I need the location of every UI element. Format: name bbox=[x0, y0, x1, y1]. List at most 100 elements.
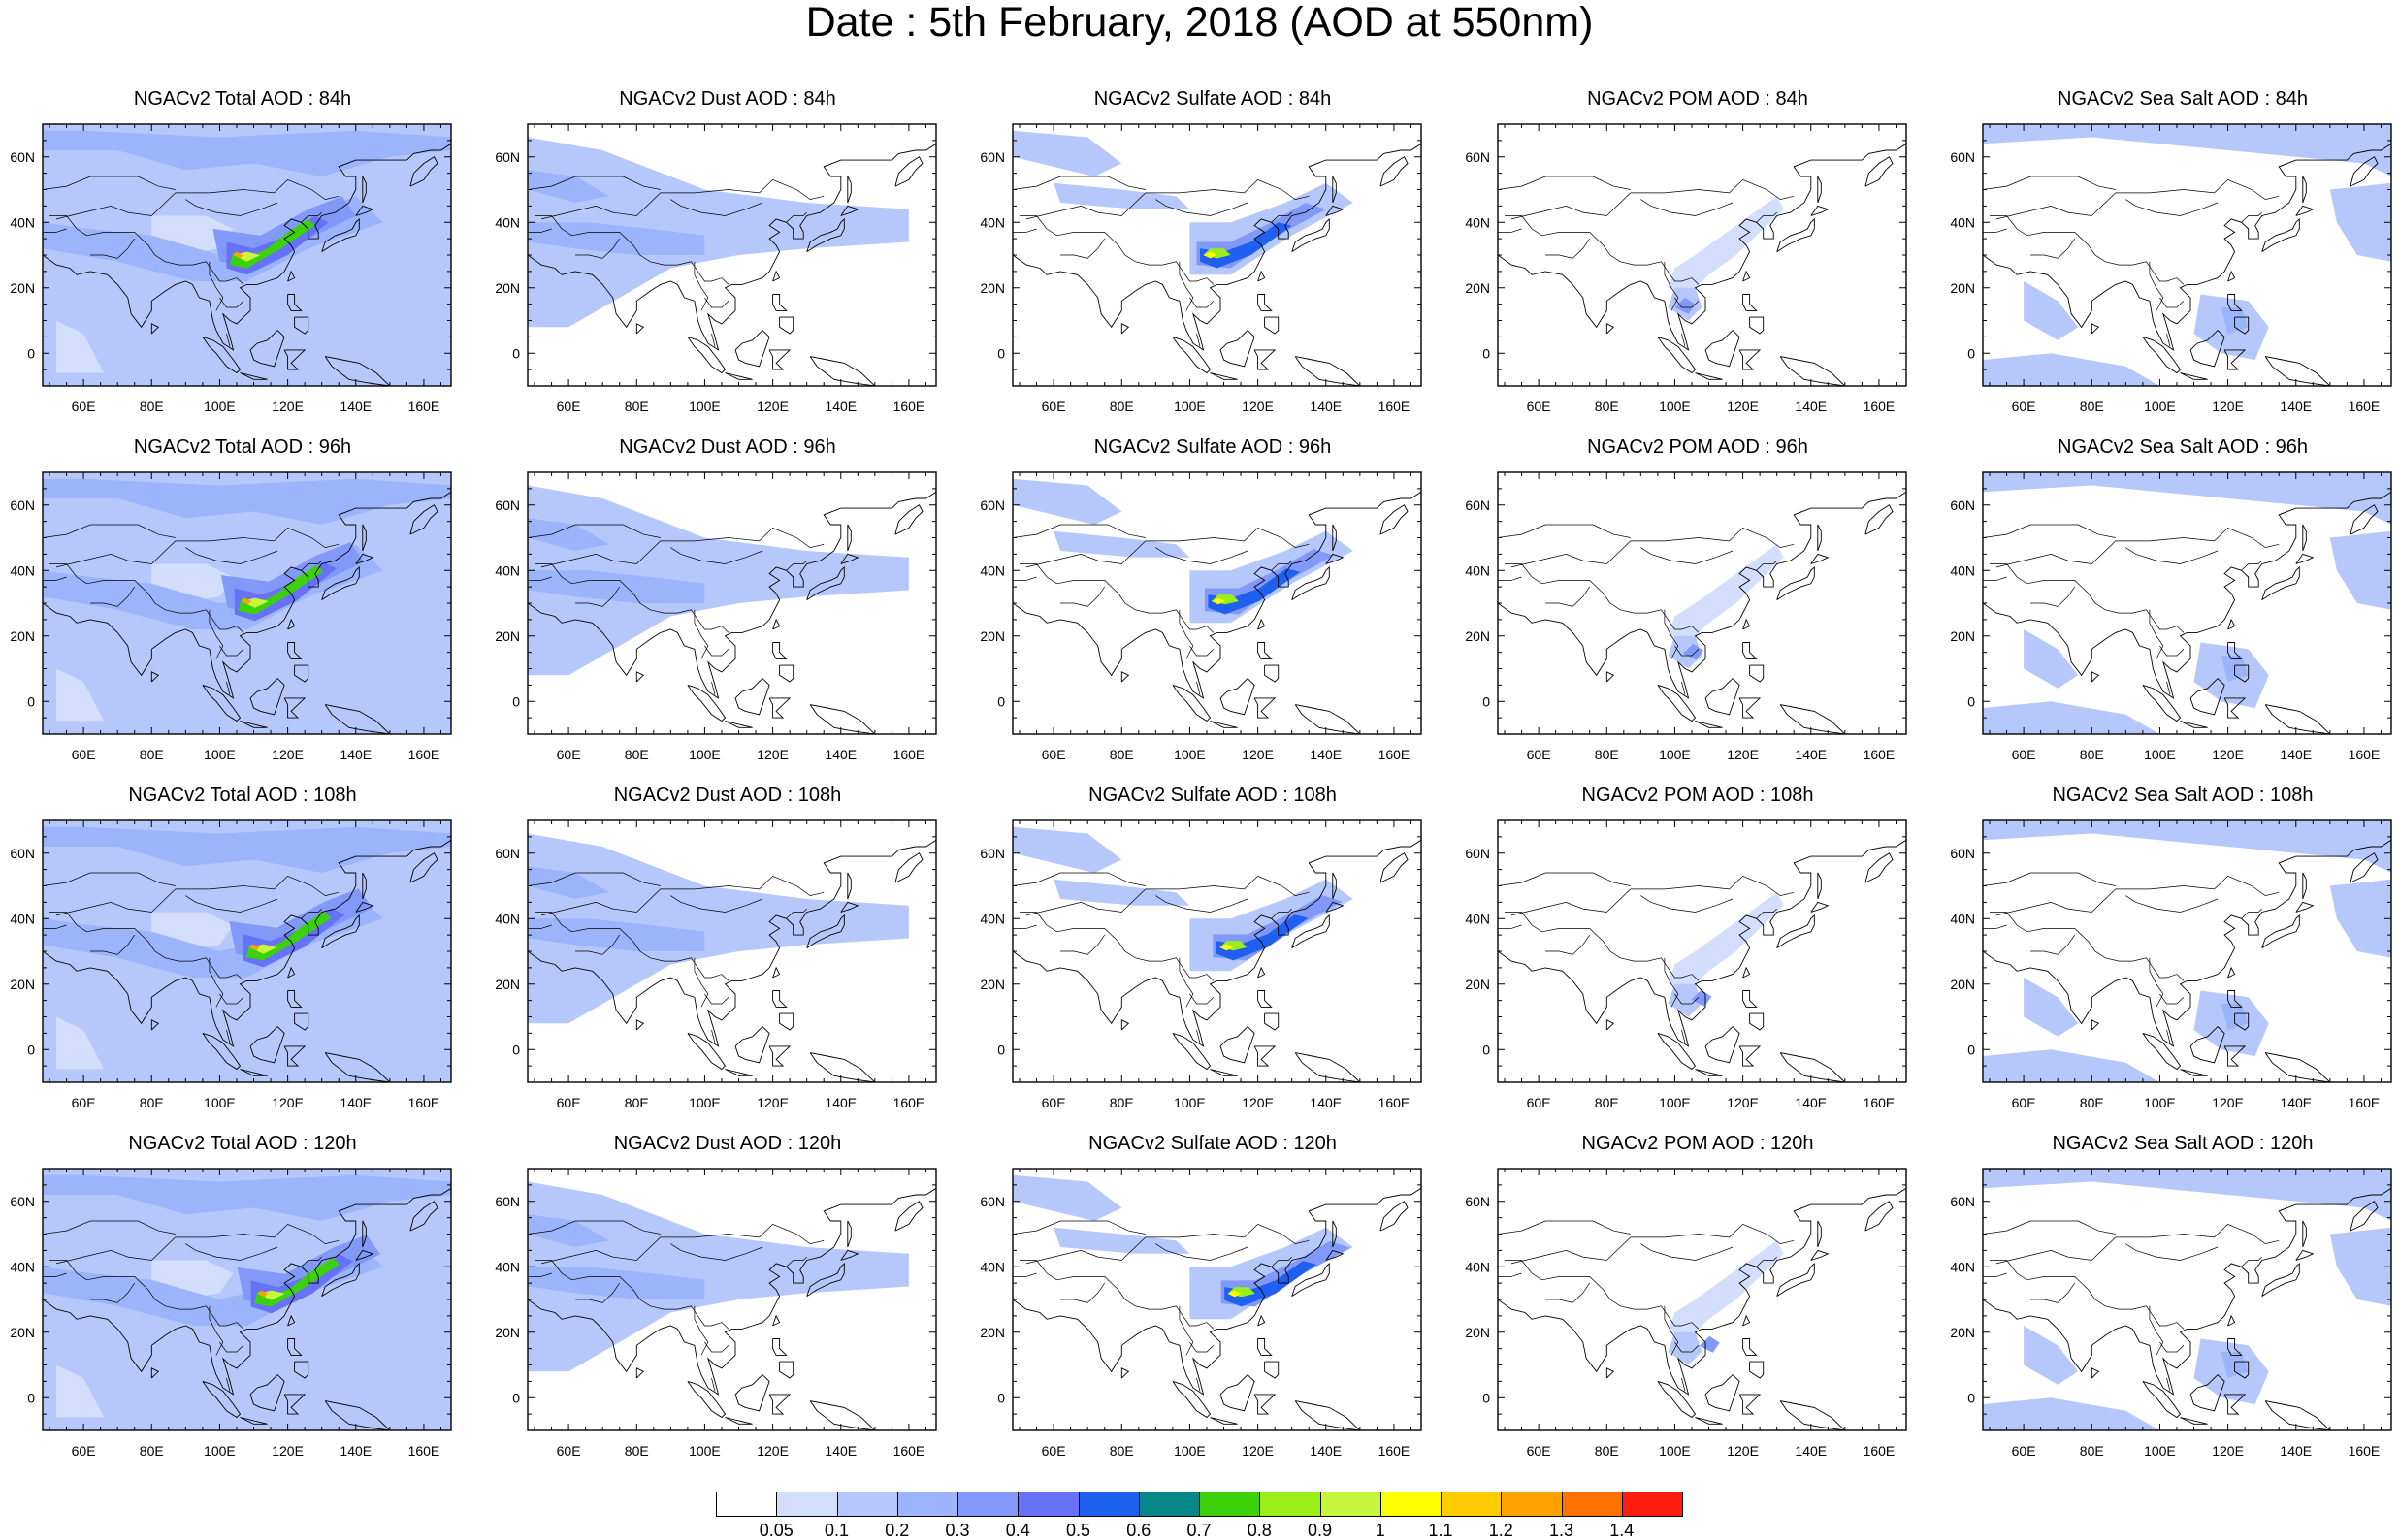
lat-tick-label: 60N bbox=[495, 1194, 520, 1209]
aod-field-shape bbox=[2329, 530, 2391, 610]
map-panel-pom-120h: 60E 80E 100E 120E 140E 160E 60N 40N 20N 0 NGACv2 P… bbox=[1455, 1130, 1940, 1479]
country-border bbox=[528, 872, 661, 886]
country-border bbox=[1196, 333, 1201, 347]
country-border bbox=[219, 297, 244, 308]
coastline bbox=[321, 217, 360, 252]
coastline bbox=[355, 553, 374, 564]
country-border bbox=[2166, 333, 2171, 347]
country-border bbox=[1510, 527, 1795, 568]
coastline bbox=[847, 176, 852, 204]
aod-map: 60E 80E 100E 120E 140E 160E 60N 40N 20N 0 bbox=[1950, 471, 2392, 762]
lon-tick-label: 100E bbox=[2144, 1095, 2176, 1110]
coastline bbox=[1257, 990, 1273, 1008]
coastline bbox=[847, 524, 852, 552]
colorbar-label: 0.9 bbox=[1307, 1521, 1333, 1540]
aod-field-shape bbox=[1013, 826, 1122, 873]
coastline bbox=[772, 966, 781, 979]
lat-tick-label: 60N bbox=[1950, 149, 1975, 165]
country-border bbox=[670, 199, 763, 216]
coastline bbox=[355, 901, 374, 913]
map-panel-seasalt-96h: 60E 80E 100E 120E 140E 160E 60N 40N 20N 0 NGACv2 S… bbox=[1940, 433, 2399, 783]
country-border bbox=[1498, 924, 1522, 929]
coastline bbox=[2295, 901, 2315, 913]
coastline bbox=[806, 565, 845, 600]
coastline bbox=[324, 1400, 391, 1430]
coastline bbox=[772, 642, 788, 659]
coastline bbox=[1810, 1249, 1830, 1261]
lat-tick-label: 40N bbox=[1950, 562, 1975, 578]
aod-map: 60E 80E 100E 120E 140E 160E 60N 40N 20N 0 bbox=[495, 471, 937, 762]
coastline bbox=[1257, 270, 1266, 282]
country-border bbox=[1541, 928, 1700, 981]
aod-field-shape bbox=[528, 485, 909, 676]
colorbar-swatch bbox=[957, 1492, 1020, 1517]
coastline bbox=[355, 1249, 374, 1261]
lat-tick-label: 0 bbox=[1967, 1390, 1975, 1405]
colorbar-swatch bbox=[1379, 1492, 1443, 1517]
coastline bbox=[806, 1262, 845, 1297]
lon-tick-label: 140E bbox=[2280, 1095, 2312, 1110]
aod-field-shape bbox=[43, 1240, 383, 1326]
lon-tick-label: 160E bbox=[2349, 1443, 2381, 1459]
coastline bbox=[1264, 1012, 1280, 1031]
lat-tick-label: 60N bbox=[495, 846, 520, 861]
coastline bbox=[1779, 1400, 1846, 1430]
coastline bbox=[2295, 1249, 2315, 1261]
country-border bbox=[1995, 178, 2280, 220]
lon-tick-label: 60E bbox=[1527, 1095, 1551, 1110]
lat-tick-label: 20N bbox=[1465, 628, 1490, 644]
aod-map: 60E 80E 100E 120E 140E 160E 60N 40N 20N 0 bbox=[980, 123, 1422, 414]
coastline bbox=[2223, 697, 2247, 719]
country-border bbox=[1189, 297, 1215, 308]
coastline bbox=[1810, 553, 1830, 564]
lon-tick-label: 120E bbox=[2212, 1095, 2244, 1110]
lon-tick-label: 80E bbox=[1595, 399, 1619, 414]
country-border bbox=[1541, 1276, 1700, 1330]
panel-title: NGACv2 Sulfate AOD : 120h bbox=[1088, 1133, 1337, 1154]
aod-field-shape bbox=[241, 597, 252, 605]
coastline bbox=[1210, 721, 1238, 728]
country-border bbox=[571, 580, 729, 633]
lon-tick-label: 140E bbox=[2280, 399, 2312, 414]
country-border bbox=[209, 261, 224, 311]
map-panel-total-108h: 60E 80E 100E 120E 140E 160E 60N 40N 20N 0 NGACv2 T… bbox=[0, 782, 485, 1131]
panel-title: NGACv2 Sulfate AOD : 108h bbox=[1088, 785, 1337, 806]
coastline bbox=[287, 966, 296, 979]
colorbar-label: 1.4 bbox=[1609, 1521, 1635, 1540]
lon-tick-label: 140E bbox=[1795, 1095, 1827, 1110]
country-border bbox=[1664, 609, 1679, 659]
map-panel-dust-96h: 60E 80E 100E 120E 140E 160E 60N 40N 20N 0 NGACv2 D… bbox=[485, 433, 970, 783]
coastline bbox=[287, 1338, 303, 1356]
country-border bbox=[528, 1272, 552, 1277]
country-border bbox=[1196, 1029, 1201, 1043]
coastline bbox=[1257, 966, 1266, 979]
coastline bbox=[2261, 914, 2300, 948]
coastline bbox=[409, 504, 438, 535]
coastline bbox=[2189, 329, 2225, 368]
coastline bbox=[240, 1417, 268, 1425]
country-border bbox=[2149, 1305, 2164, 1356]
aod-field-shape bbox=[1054, 182, 1190, 209]
coastline bbox=[725, 721, 753, 728]
country-border bbox=[1681, 1377, 1686, 1392]
lon-tick-label: 100E bbox=[204, 399, 236, 414]
lon-tick-label: 140E bbox=[340, 747, 372, 762]
lon-tick-label: 140E bbox=[1310, 1095, 1342, 1110]
coastline bbox=[1219, 329, 1255, 368]
coastline bbox=[409, 1201, 438, 1232]
coastline bbox=[1291, 1262, 1330, 1297]
lat-tick-label: 20N bbox=[1950, 1325, 1975, 1340]
lon-tick-label: 120E bbox=[272, 399, 304, 414]
coastline bbox=[806, 914, 845, 948]
country-border bbox=[2166, 681, 2171, 695]
lon-tick-label: 140E bbox=[1795, 399, 1827, 414]
lon-tick-label: 80E bbox=[2080, 399, 2104, 414]
coastline bbox=[1294, 704, 1361, 734]
country-border bbox=[694, 261, 709, 311]
lat-tick-label: 0 bbox=[1482, 1390, 1490, 1405]
colorbar-swatch bbox=[896, 1492, 959, 1517]
lon-tick-label: 120E bbox=[1242, 399, 1274, 414]
coastline bbox=[809, 1052, 876, 1082]
lon-tick-label: 60E bbox=[2012, 1095, 2036, 1110]
coastline bbox=[1379, 852, 1409, 883]
